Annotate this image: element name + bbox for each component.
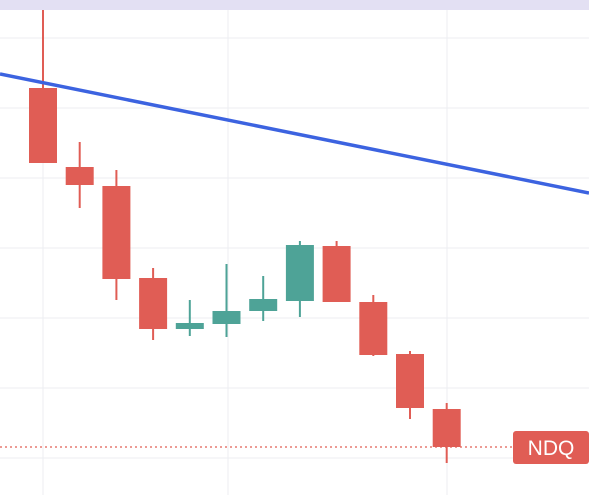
candle-body	[139, 278, 168, 329]
price-label-box	[513, 431, 589, 464]
candle-body	[396, 354, 424, 408]
candle-body	[212, 311, 241, 324]
candle-body	[432, 409, 461, 447]
top-band	[0, 0, 589, 10]
candle-body	[175, 323, 204, 329]
candle-body	[359, 302, 388, 355]
candle-body	[29, 88, 57, 163]
candle-body	[249, 299, 278, 311]
candle-body	[322, 246, 351, 302]
trend-line	[0, 72, 589, 195]
candle-body	[65, 167, 94, 185]
candle-body	[285, 245, 314, 301]
price-label: NDQ	[528, 437, 575, 460]
candle-body	[102, 186, 131, 279]
